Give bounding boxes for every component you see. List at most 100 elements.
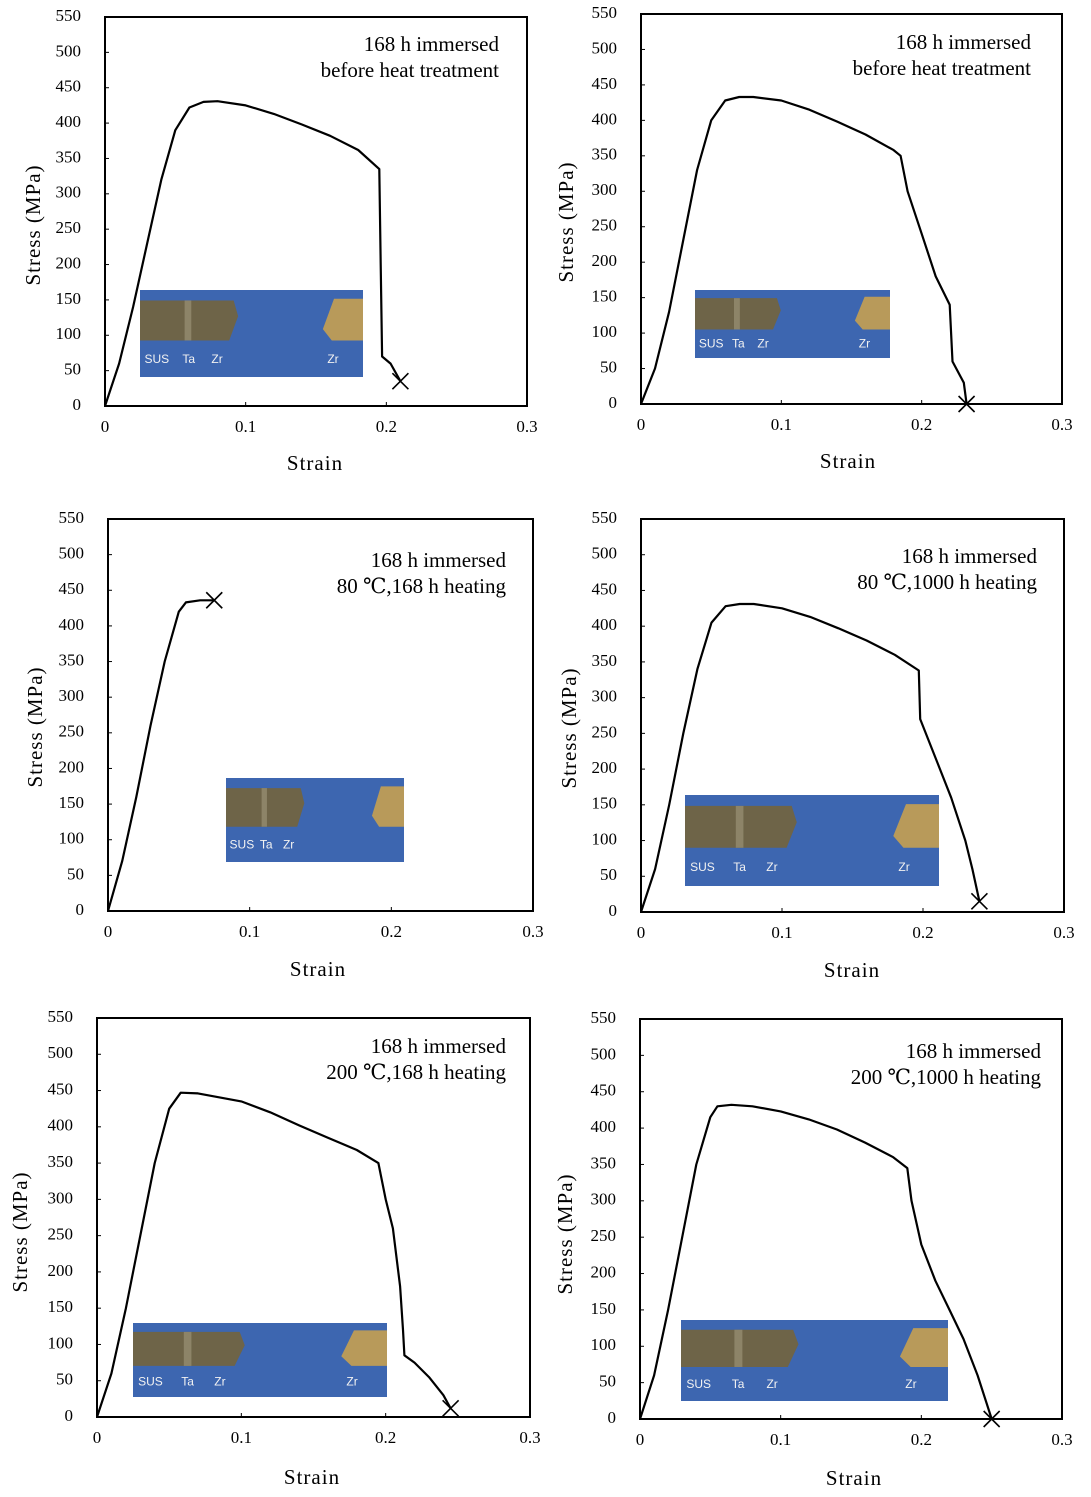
y-tick-label: 250 <box>56 218 82 237</box>
y-tick-label: 450 <box>592 74 618 93</box>
x-tick-label: 0.3 <box>522 922 543 941</box>
subplot: 0 50 100 150 200 250 300 350 400 450 500 550 0 0.1 0.2… <box>553 1008 1073 1490</box>
inset-label: Ta <box>732 337 745 351</box>
x-tick-label: 0.2 <box>911 1430 932 1449</box>
inset-label: SUS <box>138 1374 163 1388</box>
x-tick-label: 0 <box>637 415 646 434</box>
y-tick-label: 50 <box>64 360 81 379</box>
y-tick-label: 350 <box>591 1153 617 1172</box>
y-tick-label: 150 <box>48 1297 74 1316</box>
y-tick-label: 150 <box>592 794 618 813</box>
specimen-band <box>183 1331 192 1366</box>
y-tick-label: 100 <box>591 1335 617 1354</box>
y-tick-label: 300 <box>592 687 618 706</box>
subplot: 0 50 100 150 200 250 300 350 400 450 500 550 0 0.1 0.2… <box>554 3 1073 473</box>
specimen-band <box>184 300 192 341</box>
y-tick-label: 350 <box>592 145 618 164</box>
x-tick-label: 0.1 <box>770 1430 791 1449</box>
y-axis-label: Stress (MPa) <box>557 667 581 788</box>
y-tick-label: 400 <box>59 615 85 634</box>
plot-frame <box>640 518 1065 913</box>
y-tick-label: 300 <box>591 1190 617 1209</box>
y-tick-label: 200 <box>592 758 618 777</box>
inset-photo: SUS Ta Zr Zr <box>695 290 890 358</box>
y-tick-label: 0 <box>608 1408 617 1427</box>
y-tick-label: 500 <box>56 41 82 60</box>
stress-strain-curve <box>638 1103 993 1420</box>
annotation: 168 h immersed <box>371 1034 507 1058</box>
x-axis-label: Strain <box>290 957 346 981</box>
y-axis-label: Stress (MPa) <box>21 164 45 285</box>
y-tick-label: 500 <box>592 544 618 563</box>
annotation: 168 h immersed <box>364 32 500 56</box>
y-tick-label: 300 <box>59 686 85 705</box>
y-tick-label: 50 <box>600 865 617 884</box>
inset-label: Zr <box>766 1377 777 1391</box>
x-tick-label: 0.2 <box>911 415 932 434</box>
stress-strain-curve <box>103 100 402 407</box>
y-tick-label: 100 <box>48 1333 74 1352</box>
fracture-marker <box>983 1410 1001 1428</box>
fracture-marker <box>958 395 976 413</box>
y-tick-label: 550 <box>591 1008 617 1027</box>
specimen-right <box>341 1330 387 1366</box>
x-tick-label: 0.3 <box>516 417 537 436</box>
y-tick-label: 150 <box>592 287 618 306</box>
x-tick-label: 0 <box>104 922 113 941</box>
inset-label: Zr <box>346 1374 357 1388</box>
annotation: 168 h immersed <box>902 544 1038 568</box>
y-tick-label: 550 <box>592 3 618 22</box>
y-axis-label: Stress (MPa) <box>554 161 578 282</box>
plot-frame <box>107 518 534 912</box>
y-tick-label: 400 <box>48 1116 74 1135</box>
y-tick-label: 450 <box>591 1081 617 1100</box>
x-tick-label: 0.3 <box>1053 923 1074 942</box>
y-tick-label: 150 <box>56 289 82 308</box>
y-tick-label: 0 <box>609 901 618 920</box>
inset-label: Zr <box>905 1377 916 1391</box>
y-tick-label: 400 <box>56 112 82 131</box>
y-tick-label: 250 <box>592 216 618 235</box>
specimen-right <box>322 298 363 341</box>
y-tick-label: 200 <box>59 757 85 776</box>
inset-label: Ta <box>732 1377 745 1391</box>
annotation: 80 ℃,1000 h heating <box>857 570 1037 594</box>
inset-label: SUS <box>144 352 169 366</box>
y-tick-label: 200 <box>591 1262 617 1281</box>
y-tick-label: 450 <box>592 579 618 598</box>
y-tick-label: 200 <box>48 1261 74 1280</box>
y-tick-label: 250 <box>59 722 85 741</box>
inset-label: SUS <box>690 860 715 874</box>
y-tick-label: 550 <box>59 508 85 527</box>
y-tick-label: 100 <box>592 829 618 848</box>
y-axis-label: Stress (MPa) <box>23 666 47 787</box>
inset-label: Zr <box>283 837 294 851</box>
stress-strain-curve <box>639 602 981 913</box>
y-tick-label: 250 <box>592 722 618 741</box>
y-tick-label: 100 <box>56 324 82 343</box>
specimen-band <box>735 805 744 848</box>
annotation: 200 ℃,1000 h heating <box>851 1065 1042 1089</box>
fracture-marker <box>970 892 988 910</box>
x-tick-label: 0.3 <box>519 1428 540 1447</box>
y-tick-label: 350 <box>56 147 82 166</box>
inset-label: Ta <box>733 860 746 874</box>
x-tick-label: 0.1 <box>771 923 792 942</box>
subplot: 0 50 100 150 200 250 300 350 400 450 500 550 0 0.1 0.2… <box>8 1007 541 1489</box>
y-tick-label: 300 <box>56 183 82 202</box>
y-tick-label: 200 <box>592 251 618 270</box>
plot-frame <box>104 16 528 407</box>
inset-label: SUS <box>230 837 255 851</box>
stress-strain-curve <box>106 599 215 912</box>
y-tick-label: 150 <box>59 793 85 812</box>
y-tick-label: 500 <box>59 544 85 563</box>
y-tick-label: 500 <box>592 38 618 57</box>
x-tick-label: 0.2 <box>375 1428 396 1447</box>
inset-label: Zr <box>859 337 870 351</box>
y-tick-label: 500 <box>48 1043 74 1062</box>
inset-label: Ta <box>182 352 195 366</box>
subplot: 0 50 100 150 200 250 300 350 400 450 500 550 0 0.1 0.2… <box>21 6 538 475</box>
y-tick-label: 50 <box>600 357 617 376</box>
y-tick-label: 300 <box>592 180 618 199</box>
